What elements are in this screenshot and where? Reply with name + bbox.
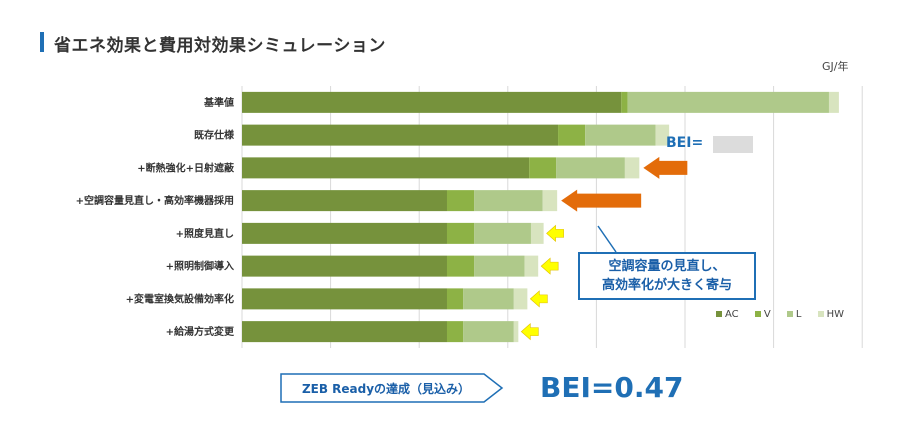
bar-segment-hw <box>513 321 519 343</box>
title-accent-bar <box>40 32 44 52</box>
bar-segment-hw <box>655 124 670 146</box>
zeb-ready-label: ZEB Readyの達成（見込み） <box>301 382 471 396</box>
legend-swatch-hw <box>817 311 824 317</box>
bar-segment-ac <box>242 91 622 113</box>
bar-segment-hw <box>524 255 539 277</box>
legend-swatch-ac <box>716 311 722 317</box>
chart-legend: AC V L HW <box>716 309 857 320</box>
callout-pointer <box>597 225 617 253</box>
yellow-arrow <box>540 257 559 275</box>
bar-segment-hw <box>530 222 544 244</box>
bar-segment-l <box>463 321 514 343</box>
callout-line-2: 高効率化が大きく寄与 <box>601 278 732 293</box>
page-title: 省エネ効果と費用対効果シミュレーション <box>54 36 386 56</box>
legend-item-hw: HW <box>817 309 845 320</box>
category-label: 既存仕様 <box>194 129 235 142</box>
yellow-arrow <box>546 224 564 243</box>
bar-segment-ac <box>242 222 447 244</box>
category-label: +空調容量見直し・高効率機器採用 <box>76 194 234 207</box>
yellow-arrow <box>520 322 539 341</box>
bar-segment-v <box>446 190 475 212</box>
zeb-ready-arrow-box <box>280 373 504 403</box>
yellow-arrow <box>529 290 548 308</box>
bar-segment-hw <box>624 157 640 179</box>
bar-segment-l <box>556 157 625 179</box>
bar-segment-ac <box>242 321 447 343</box>
legend-item-v: V <box>754 309 771 320</box>
bar-segment-v <box>446 255 475 277</box>
bar-segment-hw <box>542 190 558 212</box>
bei-existing-label: BEI= <box>666 135 704 151</box>
legend-swatch-v <box>754 311 761 317</box>
callout-box: 空調容量の見直し、 高効率化が大きく寄与 <box>578 252 756 300</box>
bar-segment-v <box>529 157 557 179</box>
bar-segment-ac <box>242 255 447 277</box>
legend-label-ac: AC <box>725 309 739 320</box>
legend-item-ac: AC <box>716 309 739 320</box>
orange-arrow-hvac <box>561 189 642 212</box>
bar-segment-v <box>621 91 628 113</box>
bar-segment-l <box>585 124 656 146</box>
bar-segment-l <box>463 288 514 310</box>
bar-segment-ac <box>242 157 530 179</box>
bar-segment-l <box>627 91 829 113</box>
category-label: +照度見直し <box>176 227 234 240</box>
category-label: +照明制御導入 <box>166 260 234 273</box>
bei-result-value: BEI=0.47 <box>540 371 684 404</box>
bar-segment-hw <box>828 91 839 113</box>
bar-segment-v <box>446 288 464 310</box>
bar-segment-l <box>474 222 531 244</box>
category-label: +給湯方式変更 <box>166 325 235 338</box>
legend-item-l: L <box>786 309 802 320</box>
legend-swatch-l <box>786 311 793 317</box>
legend-label-v: V <box>763 309 771 320</box>
bar-segment-hw <box>513 288 528 310</box>
bar-segment-v <box>446 222 475 244</box>
bei-existing-value-placeholder <box>713 136 753 153</box>
bar-segment-v <box>446 321 464 343</box>
legend-label-hw: HW <box>826 309 845 320</box>
category-label: +断熱強化+日射遮蔽 <box>137 161 235 174</box>
bar-segment-v <box>558 124 586 146</box>
bar-segment-l <box>474 190 543 212</box>
bar-segment-l <box>474 255 525 277</box>
callout-line-1: 空調容量の見直し、 <box>608 259 726 274</box>
category-label: +変電室換気設備効率化 <box>126 292 234 305</box>
unit-label: GJ/年 <box>822 60 849 73</box>
bar-segment-ac <box>242 288 447 310</box>
legend-label-l: L <box>795 309 802 320</box>
bar-segment-ac <box>242 190 447 212</box>
bar-segment-ac <box>242 124 559 146</box>
category-label: 基準値 <box>203 96 234 109</box>
orange-arrow-insulation <box>643 156 688 179</box>
